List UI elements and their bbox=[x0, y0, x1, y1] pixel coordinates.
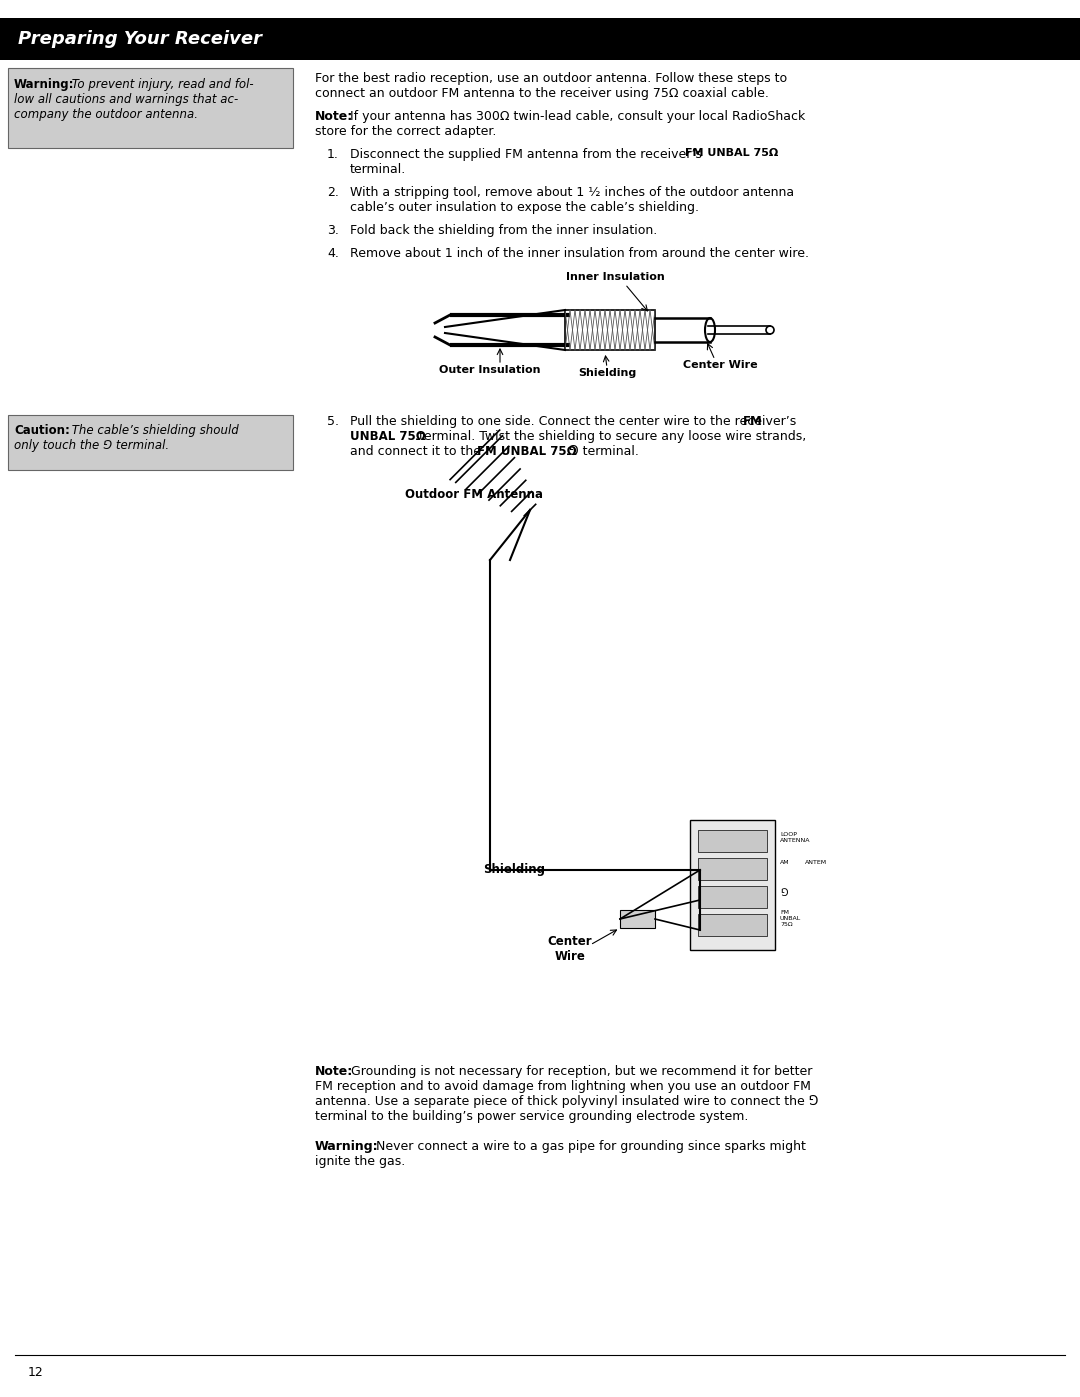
Text: 4.: 4. bbox=[327, 247, 339, 260]
Text: Remove about 1 inch of the inner insulation from around the center wire.: Remove about 1 inch of the inner insulat… bbox=[350, 247, 809, 260]
Text: 1.: 1. bbox=[327, 148, 339, 161]
Text: UNBAL 75Ω: UNBAL 75Ω bbox=[350, 430, 426, 443]
Text: LOOP
ANTENNA: LOOP ANTENNA bbox=[780, 833, 810, 842]
Ellipse shape bbox=[766, 326, 774, 334]
Text: FM: FM bbox=[743, 415, 762, 427]
Text: For the best radio reception, use an outdoor antenna. Follow these steps to: For the best radio reception, use an out… bbox=[315, 73, 787, 85]
Text: cable’s outer insulation to expose the cable’s shielding.: cable’s outer insulation to expose the c… bbox=[350, 201, 699, 214]
Text: 3.: 3. bbox=[327, 224, 339, 237]
Text: Pull the shielding to one side. Connect the center wire to the receiver’s: Pull the shielding to one side. Connect … bbox=[350, 415, 800, 427]
Text: 5.: 5. bbox=[327, 415, 339, 427]
Text: FM
UNBAL
75Ω: FM UNBAL 75Ω bbox=[780, 909, 801, 926]
Text: Preparing Your Receiver: Preparing Your Receiver bbox=[18, 29, 262, 47]
Text: With a stripping tool, remove about 1 ½ inches of the outdoor antenna: With a stripping tool, remove about 1 ½ … bbox=[350, 186, 794, 198]
Text: Note:: Note: bbox=[315, 1065, 353, 1078]
Bar bbox=[565, 310, 654, 351]
Bar bbox=[698, 830, 767, 852]
Text: Inner Insulation: Inner Insulation bbox=[566, 272, 664, 282]
Text: FM UNBAL 75Ω: FM UNBAL 75Ω bbox=[685, 148, 779, 158]
Text: and connect it to the: and connect it to the bbox=[350, 446, 485, 458]
Text: FM reception and to avoid damage from lightning when you use an outdoor FM: FM reception and to avoid damage from li… bbox=[315, 1080, 811, 1092]
Bar bbox=[0, 18, 1080, 60]
Text: ignite the gas.: ignite the gas. bbox=[315, 1155, 405, 1168]
Text: Center Wire: Center Wire bbox=[683, 360, 757, 370]
Bar bbox=[8, 415, 293, 469]
Ellipse shape bbox=[705, 319, 715, 342]
Bar bbox=[8, 68, 293, 148]
Bar bbox=[690, 820, 775, 950]
Text: company the outdoor antenna.: company the outdoor antenna. bbox=[14, 108, 198, 122]
Text: 2.: 2. bbox=[327, 186, 339, 198]
Text: Shielding: Shielding bbox=[578, 367, 636, 379]
Text: AM: AM bbox=[780, 861, 789, 865]
Text: antenna. Use a separate piece of thick polyvinyl insulated wire to connect the ⅁: antenna. Use a separate piece of thick p… bbox=[315, 1095, 819, 1108]
Text: Center
Wire: Center Wire bbox=[548, 935, 592, 963]
Text: terminal to the building’s power service grounding electrode system.: terminal to the building’s power service… bbox=[315, 1111, 748, 1123]
Text: 12: 12 bbox=[28, 1365, 44, 1379]
Bar bbox=[698, 858, 767, 880]
Text: terminal.: terminal. bbox=[350, 163, 406, 176]
Text: Disconnect the supplied FM antenna from the receiver’s: Disconnect the supplied FM antenna from … bbox=[350, 148, 706, 161]
Text: Warning:: Warning: bbox=[14, 78, 75, 91]
Text: If your antenna has 300Ω twin-lead cable, consult your local RadioShack: If your antenna has 300Ω twin-lead cable… bbox=[350, 110, 806, 123]
Text: Shielding: Shielding bbox=[483, 863, 545, 876]
Text: FM UNBAL 75Ω: FM UNBAL 75Ω bbox=[477, 446, 577, 458]
Text: ANTEM: ANTEM bbox=[805, 861, 827, 865]
Text: only touch the ⅁ terminal.: only touch the ⅁ terminal. bbox=[14, 439, 170, 453]
Text: To prevent injury, read and fol-: To prevent injury, read and fol- bbox=[68, 78, 254, 91]
Text: Outdoor FM Antenna: Outdoor FM Antenna bbox=[405, 488, 543, 502]
Text: low all cautions and warnings that ac-: low all cautions and warnings that ac- bbox=[14, 94, 239, 106]
Text: store for the correct adapter.: store for the correct adapter. bbox=[315, 124, 497, 138]
Text: ⅁: ⅁ bbox=[780, 888, 787, 898]
Text: connect an outdoor FM antenna to the receiver using 75Ω coaxial cable.: connect an outdoor FM antenna to the rec… bbox=[315, 87, 769, 101]
Bar bbox=[620, 909, 654, 928]
Text: Caution:: Caution: bbox=[14, 425, 70, 437]
Text: Never connect a wire to a gas pipe for grounding since sparks might: Never connect a wire to a gas pipe for g… bbox=[372, 1140, 806, 1153]
Text: Note:: Note: bbox=[315, 110, 353, 123]
Text: terminal. Twist the shielding to secure any loose wire strands,: terminal. Twist the shielding to secure … bbox=[415, 430, 807, 443]
Text: Warning:: Warning: bbox=[315, 1140, 379, 1153]
Text: ⅁ terminal.: ⅁ terminal. bbox=[565, 446, 639, 458]
Bar bbox=[698, 886, 767, 908]
Text: The cable’s shielding should: The cable’s shielding should bbox=[68, 425, 239, 437]
Text: Grounding is not necessary for reception, but we recommend it for better: Grounding is not necessary for reception… bbox=[351, 1065, 812, 1078]
Text: Outer Insulation: Outer Insulation bbox=[440, 365, 541, 374]
Bar bbox=[698, 914, 767, 936]
Text: Fold back the shielding from the inner insulation.: Fold back the shielding from the inner i… bbox=[350, 224, 658, 237]
